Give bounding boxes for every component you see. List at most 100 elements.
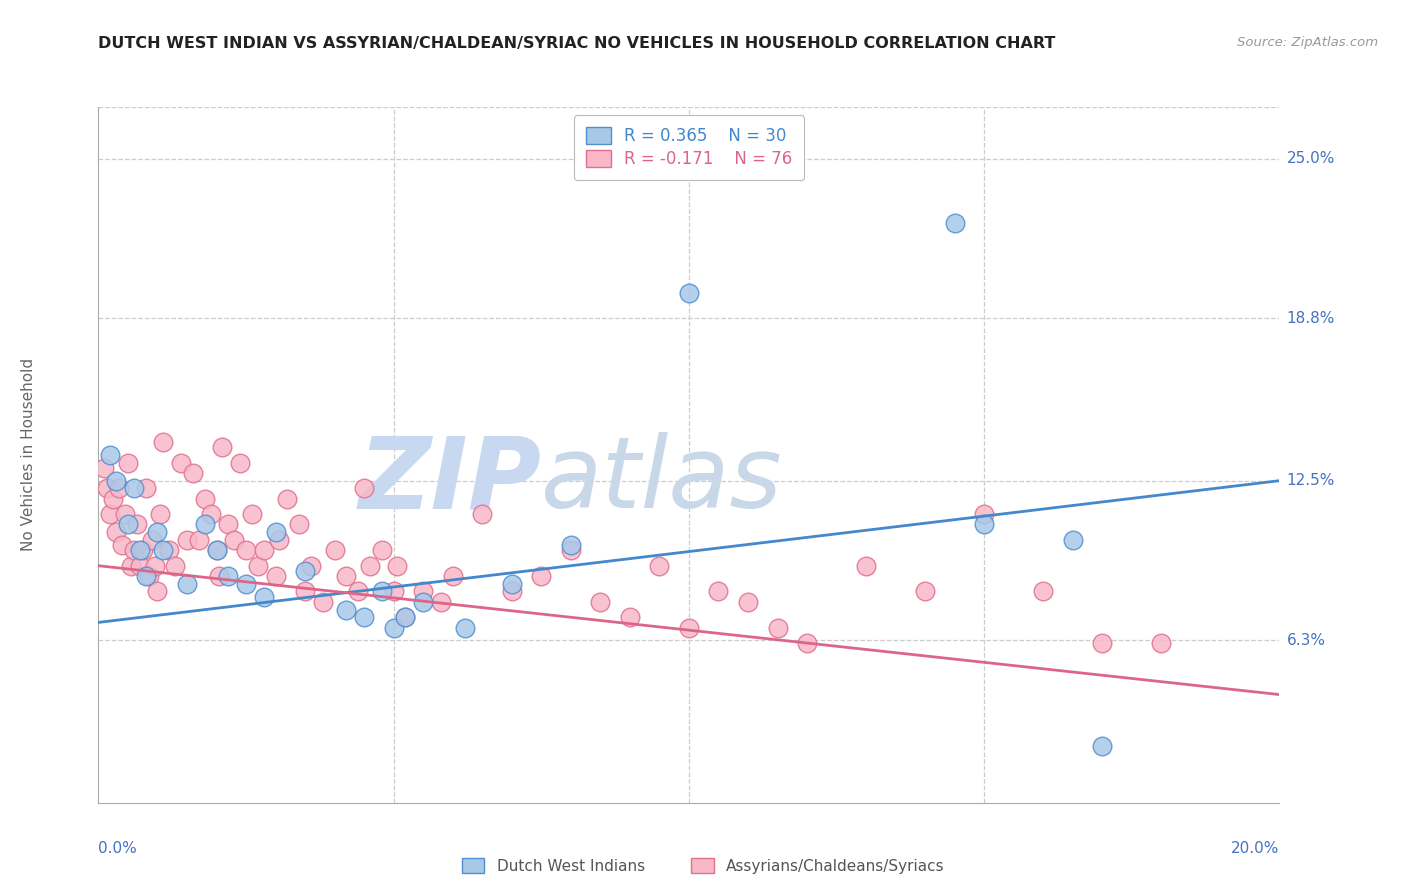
Point	[103, 491, 125, 506]
Point	[117, 456, 139, 470]
Point	[914, 584, 936, 599]
Point	[122, 482, 145, 496]
Point	[347, 584, 370, 599]
Legend: Dutch West Indians, Assyrians/Chaldeans/Syriacs: Dutch West Indians, Assyrians/Chaldeans/…	[456, 852, 950, 880]
Text: 25.0%: 25.0%	[1286, 151, 1334, 166]
Point	[149, 507, 172, 521]
Point	[412, 584, 434, 599]
Point	[394, 610, 416, 624]
Point	[560, 538, 582, 552]
Point	[111, 538, 134, 552]
Point	[335, 602, 357, 616]
Point	[264, 525, 287, 540]
Point	[385, 558, 408, 573]
Point	[240, 507, 263, 521]
Point	[353, 482, 375, 496]
Point	[194, 517, 217, 532]
Point	[943, 216, 966, 230]
Point	[135, 569, 157, 583]
Point	[235, 543, 257, 558]
Text: ZIP: ZIP	[359, 433, 541, 529]
Point	[267, 533, 290, 547]
Point	[430, 595, 453, 609]
Point	[157, 543, 180, 558]
Text: 12.5%: 12.5%	[1286, 473, 1334, 488]
Point	[93, 460, 115, 475]
Point	[176, 576, 198, 591]
Point	[120, 558, 142, 573]
Point	[471, 507, 494, 521]
Point	[217, 569, 239, 583]
Point	[648, 558, 671, 573]
Point	[117, 517, 139, 532]
Text: 0.0%: 0.0%	[98, 841, 138, 856]
Point	[253, 543, 276, 558]
Point	[1062, 533, 1084, 547]
Point	[678, 621, 700, 635]
Point	[1150, 636, 1173, 650]
Point	[299, 558, 322, 573]
Point	[146, 525, 169, 540]
Text: 18.8%: 18.8%	[1286, 310, 1334, 326]
Point	[678, 285, 700, 300]
Point	[619, 610, 641, 624]
Point	[973, 507, 995, 521]
Point	[165, 558, 187, 573]
Point	[501, 584, 523, 599]
Point	[766, 621, 789, 635]
Text: 20.0%: 20.0%	[1232, 841, 1279, 856]
Point	[114, 507, 136, 521]
Point	[105, 474, 128, 488]
Point	[253, 590, 276, 604]
Point	[143, 558, 166, 573]
Point	[453, 621, 475, 635]
Point	[181, 466, 204, 480]
Point	[105, 525, 128, 540]
Point	[501, 576, 523, 591]
Legend: R = 0.365    N = 30, R = -0.171    N = 76: R = 0.365 N = 30, R = -0.171 N = 76	[574, 115, 804, 180]
Point	[135, 482, 157, 496]
Point	[152, 435, 174, 450]
Point	[1091, 636, 1114, 650]
Point	[382, 621, 405, 635]
Point	[108, 482, 131, 496]
Point	[187, 533, 209, 547]
Point	[294, 564, 316, 578]
Point	[170, 456, 193, 470]
Point	[796, 636, 818, 650]
Text: Source: ZipAtlas.com: Source: ZipAtlas.com	[1237, 36, 1378, 49]
Point	[1032, 584, 1054, 599]
Point	[205, 543, 228, 558]
Point	[128, 543, 150, 558]
Point	[288, 517, 311, 532]
Point	[530, 569, 553, 583]
Point	[855, 558, 877, 573]
Point	[707, 584, 730, 599]
Point	[371, 584, 394, 599]
Point	[217, 517, 239, 532]
Point	[276, 491, 298, 506]
Point	[200, 507, 222, 521]
Point	[211, 440, 233, 454]
Point	[412, 595, 434, 609]
Point	[589, 595, 612, 609]
Point	[1091, 739, 1114, 753]
Point	[224, 533, 246, 547]
Point	[264, 569, 287, 583]
Point	[194, 491, 217, 506]
Point	[394, 610, 416, 624]
Text: 6.3%: 6.3%	[1286, 633, 1326, 648]
Point	[208, 569, 231, 583]
Point	[141, 533, 163, 547]
Point	[973, 517, 995, 532]
Point	[138, 569, 160, 583]
Point	[353, 610, 375, 624]
Point	[335, 569, 357, 583]
Point	[560, 543, 582, 558]
Point	[98, 448, 121, 462]
Point	[122, 543, 145, 558]
Point	[323, 543, 346, 558]
Point	[371, 543, 394, 558]
Point	[294, 584, 316, 599]
Text: DUTCH WEST INDIAN VS ASSYRIAN/CHALDEAN/SYRIAC NO VEHICLES IN HOUSEHOLD CORRELATI: DUTCH WEST INDIAN VS ASSYRIAN/CHALDEAN/S…	[98, 36, 1056, 51]
